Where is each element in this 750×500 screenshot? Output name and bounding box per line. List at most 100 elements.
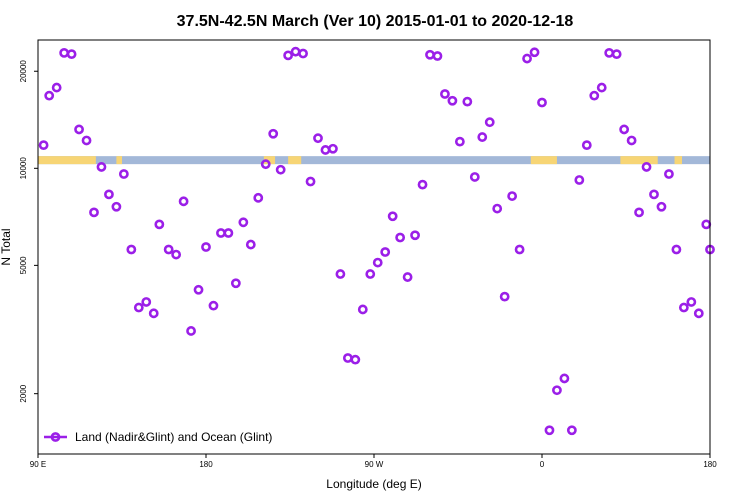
x-axis-label: Longitude (deg E) — [326, 477, 421, 491]
data-point — [74, 124, 84, 135]
data-point — [678, 302, 689, 313]
data-point — [693, 308, 704, 319]
data-point — [133, 302, 144, 313]
data-point — [118, 169, 129, 179]
y-axis-ticks: 2000 5000 10000 20000 — [19, 60, 38, 403]
data-point — [350, 354, 361, 365]
data-point — [365, 269, 376, 279]
data-point — [104, 189, 114, 200]
data-point — [148, 308, 159, 319]
legend-marker — [50, 432, 61, 442]
data-point — [462, 96, 473, 107]
x-tick-label: 90 E — [30, 460, 46, 469]
data-point — [447, 95, 458, 106]
data-point — [626, 135, 637, 146]
data-point — [238, 217, 249, 228]
x-tick-label: 180 — [199, 460, 213, 469]
data-point — [245, 239, 256, 250]
data-point — [201, 242, 211, 252]
y-tick-label: 5000 — [19, 256, 28, 274]
data-point — [357, 304, 368, 315]
data-point — [313, 133, 323, 144]
x-axis-ticks: 90 E 180 90 W 0 180 — [30, 454, 717, 469]
data-point — [89, 207, 99, 218]
y-tick-label: 20000 — [19, 60, 28, 83]
data-point — [186, 326, 196, 336]
data-point — [417, 179, 428, 190]
data-point — [268, 128, 279, 139]
data-point — [649, 189, 659, 200]
data-point — [454, 136, 465, 147]
data-point — [596, 82, 607, 93]
data-point — [193, 284, 204, 295]
data-point — [671, 244, 682, 255]
data-point — [686, 297, 697, 307]
chart-title: 37.5N-42.5N March (Ver 10) 2015-01-01 to… — [177, 13, 574, 30]
data-point — [395, 232, 406, 243]
y-tick-label: 2000 — [19, 384, 28, 402]
land-segment — [620, 156, 658, 165]
data-point — [537, 97, 547, 108]
data-point — [529, 47, 540, 58]
surface-band — [38, 156, 710, 165]
data-point — [499, 291, 510, 302]
land-segment — [674, 156, 682, 165]
data-point — [111, 201, 122, 212]
data-point — [507, 191, 518, 201]
data-point — [328, 143, 338, 154]
land-segment — [116, 156, 122, 165]
y-tick-label: 10000 — [19, 157, 28, 180]
data-point — [589, 90, 600, 101]
land-segment — [288, 156, 302, 165]
data-point — [66, 49, 77, 60]
data-point — [402, 272, 413, 282]
data-point — [298, 48, 308, 59]
data-point — [275, 164, 286, 175]
data-point — [566, 425, 577, 436]
data-point — [96, 162, 107, 172]
data-point — [492, 203, 503, 214]
data-point — [141, 297, 152, 307]
data-point — [208, 300, 219, 311]
data-point — [387, 211, 398, 222]
data-point — [283, 50, 294, 61]
data-point — [440, 89, 450, 99]
data-point — [305, 176, 316, 187]
land-segment — [263, 156, 276, 165]
data-point — [154, 219, 165, 230]
data-point — [432, 51, 443, 61]
ocean-band — [38, 156, 710, 165]
legend: Land (Nadir&Glint) and Ocean (Glint) — [44, 430, 272, 444]
data-point — [38, 140, 49, 151]
data-point — [522, 53, 532, 64]
data-point — [126, 244, 137, 255]
data-point — [611, 49, 622, 60]
data-point — [380, 247, 391, 257]
land-segment — [38, 156, 96, 165]
data-point — [574, 175, 585, 185]
data-point — [619, 124, 630, 135]
x-tick-label: 90 W — [365, 460, 384, 469]
data-point — [260, 159, 271, 170]
data-point — [171, 249, 182, 260]
legend-label: Land (Nadir&Glint) and Ocean (Glint) — [75, 430, 272, 444]
x-tick-label: 0 — [540, 460, 545, 469]
data-point — [514, 244, 525, 255]
data-point — [634, 207, 644, 218]
data-point — [664, 169, 674, 179]
data-point — [484, 117, 495, 128]
data-point — [581, 140, 592, 151]
data-point — [477, 132, 488, 142]
y-axis-label: N Total — [0, 228, 13, 265]
land-segment — [530, 156, 557, 165]
data-point — [51, 82, 62, 93]
data-point — [544, 425, 555, 436]
data-point — [410, 230, 420, 241]
data-point — [335, 269, 346, 279]
data-point — [372, 257, 383, 268]
data-point — [81, 135, 92, 146]
data-point — [163, 244, 174, 255]
data-point — [223, 228, 234, 238]
